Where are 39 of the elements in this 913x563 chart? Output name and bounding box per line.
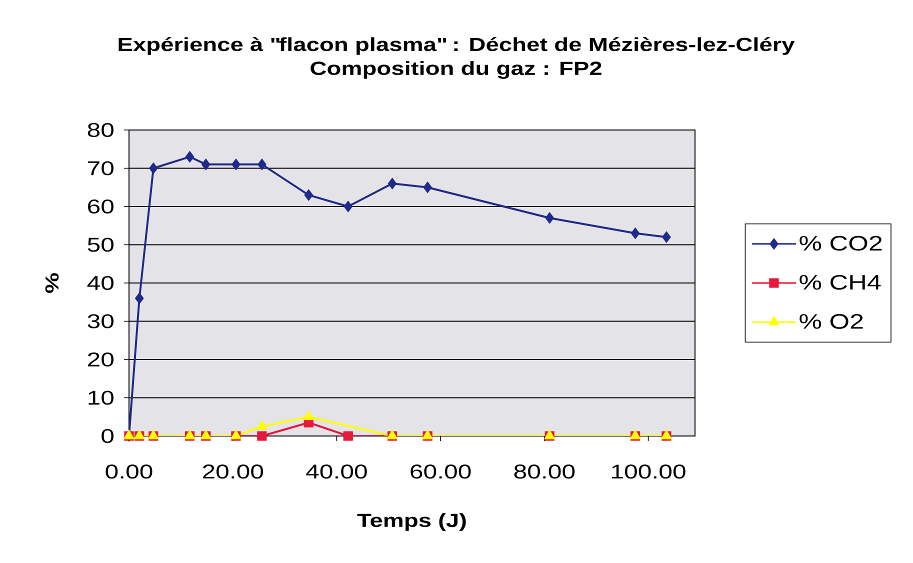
- x-tick-label: 20.00: [202, 464, 264, 479]
- x-tick-label: 0.00: [106, 464, 152, 479]
- y-tick-label: 40: [87, 276, 114, 290]
- y-tick-label: 10: [88, 390, 114, 405]
- point: [388, 178, 397, 190]
- chart-subtitle: Composition du gaz : FP2: [310, 61, 602, 79]
- point: [303, 410, 314, 420]
- y-tick-label: 50: [88, 238, 114, 252]
- point: [256, 420, 268, 430]
- point: [630, 227, 640, 240]
- y-tick-label: 60: [88, 199, 114, 214]
- x-tick-label: 100.00: [612, 464, 686, 479]
- y-tick-label: 0: [102, 428, 114, 444]
- y-tick-label: 30: [88, 314, 114, 328]
- x-tick-label: 80.00: [514, 464, 575, 479]
- legend-label: % CO2: [800, 236, 882, 251]
- point: [134, 292, 144, 304]
- legend-label: % CH4: [800, 274, 881, 290]
- point: [185, 150, 194, 163]
- y-axis-title: %: [45, 273, 59, 293]
- y-tick-label: 70: [88, 161, 114, 176]
- x-axis-title: Temps (J): [357, 513, 466, 531]
- point: [343, 431, 353, 441]
- point: [232, 158, 240, 170]
- point: [344, 200, 353, 212]
- point: [662, 231, 671, 243]
- point: [148, 162, 158, 174]
- point: [258, 158, 266, 170]
- point: [257, 431, 267, 441]
- x-tick-label: 40.00: [306, 464, 367, 479]
- legend-label: % O2: [800, 314, 863, 329]
- point: [545, 212, 554, 224]
- y-tick-label: 80: [88, 122, 114, 138]
- point: [304, 189, 314, 201]
- y-tick-label: 20: [88, 352, 114, 367]
- chart-title: Expérience à "flacon plasma" : Déchet de Mézières-lez-Cléry: [118, 37, 795, 55]
- point: [423, 182, 432, 194]
- x-tick-label: 60.00: [410, 464, 471, 479]
- point: [201, 158, 210, 170]
